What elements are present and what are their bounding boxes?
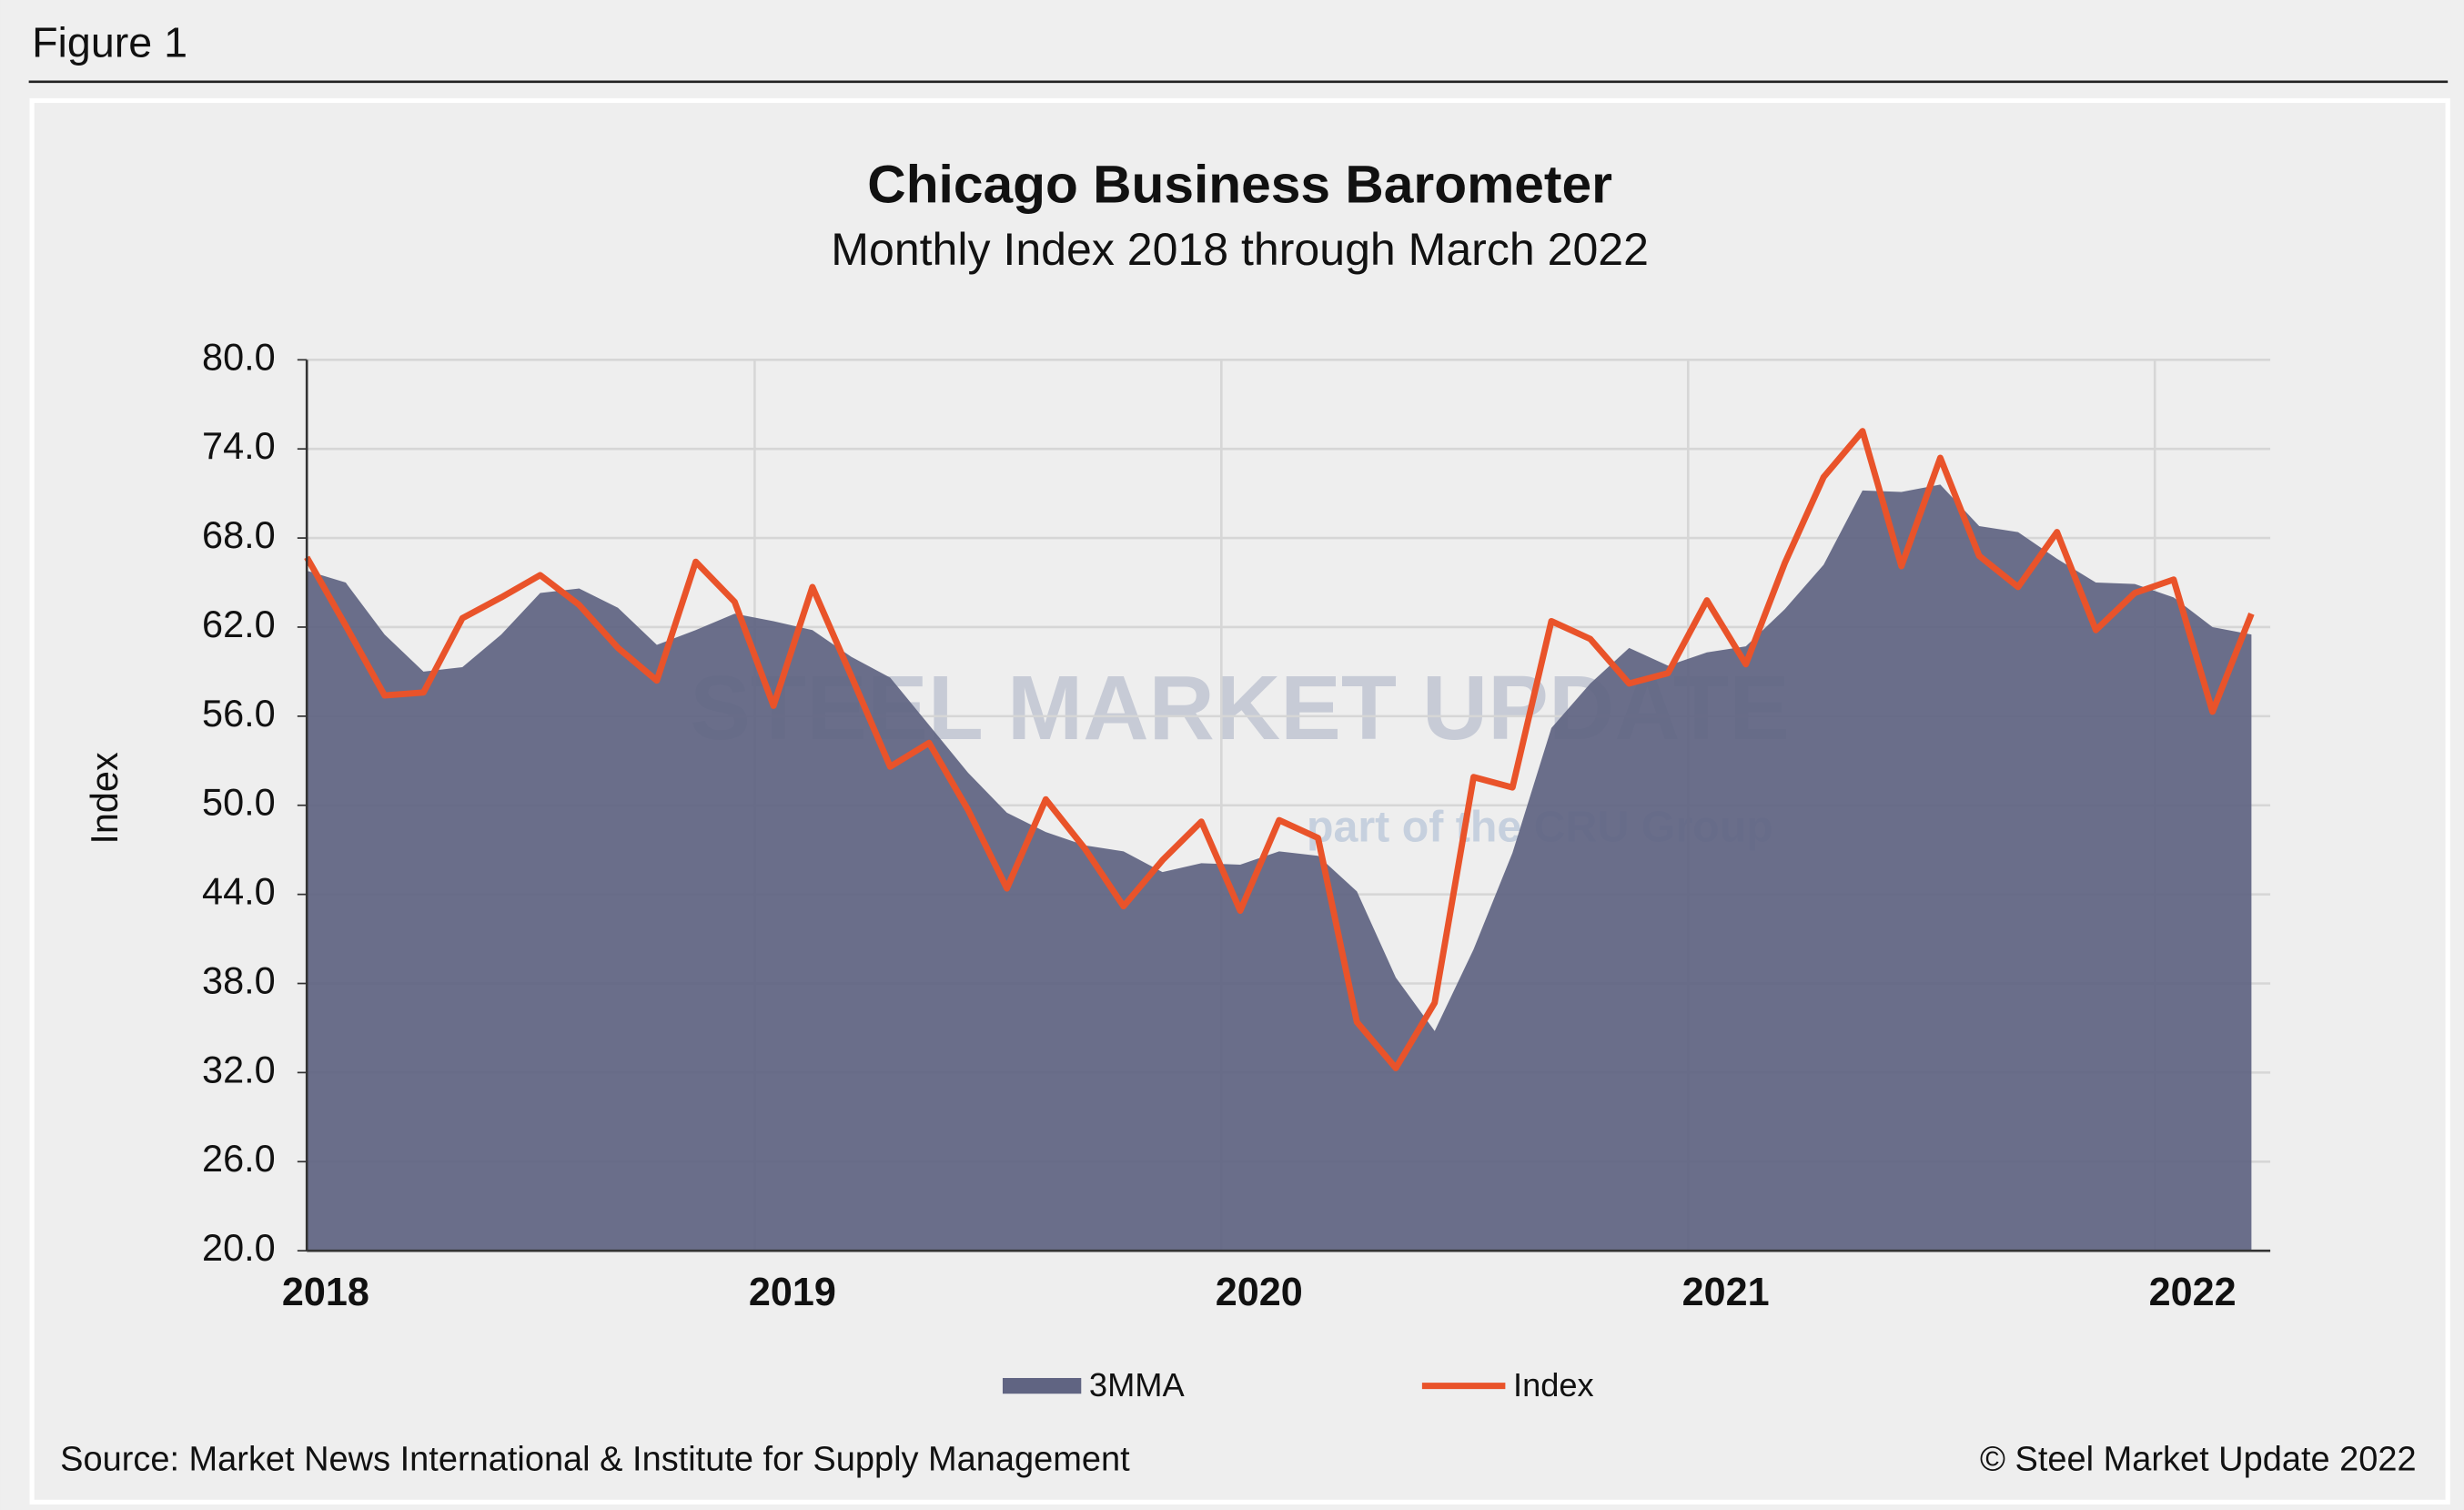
y-tick-label: 68.0 [202, 513, 276, 556]
legend-label: 3MMA [1089, 1366, 1186, 1404]
legend-swatch [1002, 1377, 1082, 1394]
copyright: © Steel Market Update 2022 [1980, 1441, 2417, 1479]
legend-label: Index [1513, 1366, 1594, 1404]
y-tick-label: 20.0 [202, 1226, 276, 1269]
y-tick-label: 38.0 [202, 958, 276, 1001]
y-tick-label: 80.0 [202, 335, 276, 378]
chart-subtitle: Monthly Index 2018 through March 2022 [831, 224, 1649, 275]
x-tick-label: 2022 [2149, 1271, 2237, 1314]
y-tick-label: 26.0 [202, 1137, 276, 1180]
y-tick-label: 50.0 [202, 781, 276, 824]
y-axis-label: Index [83, 752, 126, 845]
x-tick-label: 2020 [1216, 1271, 1303, 1314]
x-tick-label: 2021 [1682, 1271, 1770, 1314]
x-tick-label: 2018 [282, 1271, 369, 1314]
chart-title: Chicago Business Barometer [867, 156, 1612, 215]
y-tick-label: 62.0 [202, 603, 276, 645]
area [307, 484, 2252, 1252]
source: Source: Market News International & Inst… [60, 1441, 1130, 1479]
y-tick-label: 56.0 [202, 692, 276, 735]
x-tick-label: 2019 [749, 1271, 836, 1314]
y-tick-label: 32.0 [202, 1048, 276, 1090]
y-tick-label: 44.0 [202, 870, 276, 913]
line [304, 428, 2255, 1071]
figure-label: Figure 1 [32, 18, 187, 66]
plot: 20.0 26.0 32.0 38.0 44.0 50.0 56.0 62.0 68.0 74.0… [202, 335, 2271, 1404]
y-tick-label: 74.0 [202, 424, 276, 467]
